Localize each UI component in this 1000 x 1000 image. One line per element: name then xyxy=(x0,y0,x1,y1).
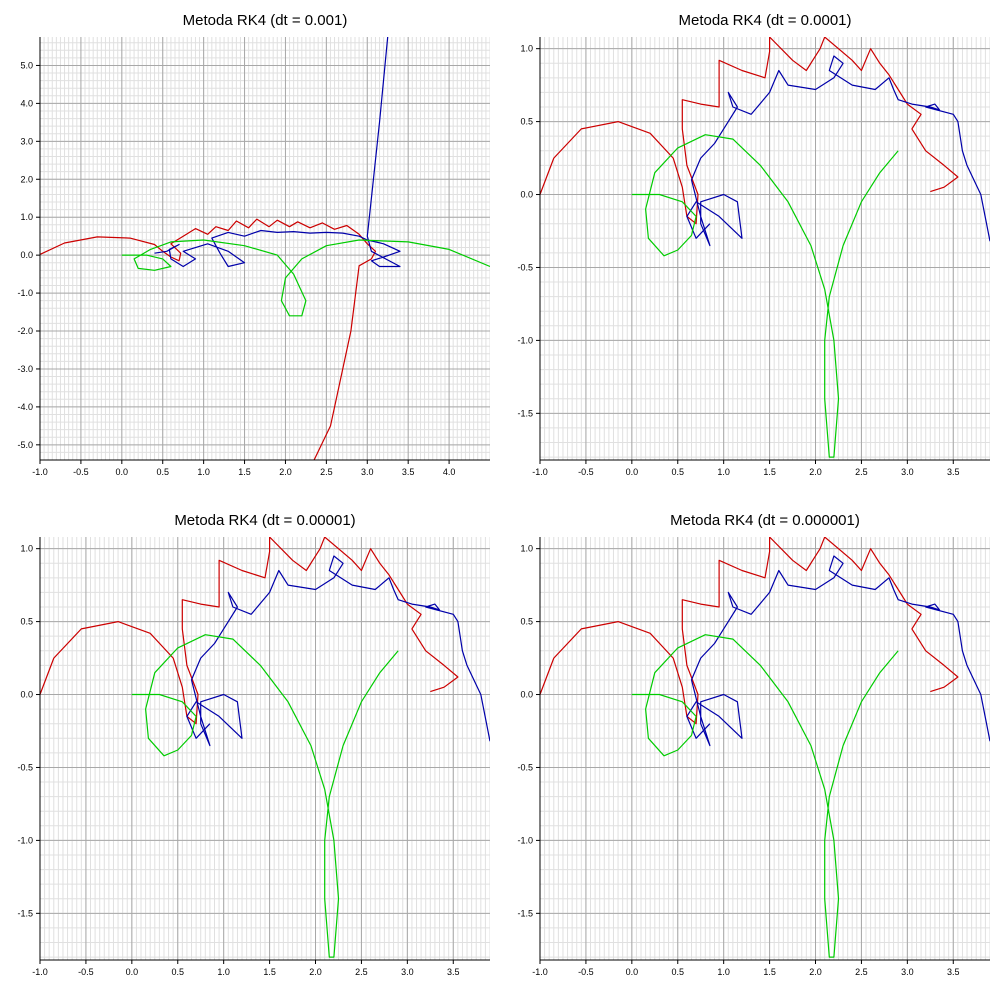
y-tick-label: -0.5 xyxy=(517,762,533,772)
y-tick-label: -2.0 xyxy=(17,326,33,336)
x-tick-label: 1.5 xyxy=(238,467,251,477)
x-tick-label: 3.5 xyxy=(947,467,960,477)
x-tick-label: 0.0 xyxy=(116,467,129,477)
series-line-1 xyxy=(540,37,959,225)
series-line-2 xyxy=(686,55,990,247)
series-line-3 xyxy=(131,634,399,958)
grid xyxy=(540,37,990,460)
series-line-2 xyxy=(686,555,990,747)
series-group xyxy=(540,37,990,458)
x-tick-label: 3.0 xyxy=(901,967,914,977)
y-tick-label: -1.5 xyxy=(517,908,533,918)
x-tick-label: -0.5 xyxy=(73,467,89,477)
y-tick-label: 4.0 xyxy=(20,98,33,108)
y-tick-label: -0.5 xyxy=(17,762,33,772)
x-tick-label: 1.0 xyxy=(217,967,230,977)
y-tick-label: 0.0 xyxy=(20,690,33,700)
series-line-2 xyxy=(154,37,401,268)
y-tick-label: -1.0 xyxy=(17,288,33,298)
x-tick-label: -1.0 xyxy=(532,967,548,977)
plot-area-3: -1.0 -0.5 0.0 0.5 1.0 1.5 2.0 2.5 3.0 3.5 -1.5 -1.0… xyxy=(17,537,490,977)
x-tick-label: 3.5 xyxy=(402,467,415,477)
x-tick-label: -1.0 xyxy=(532,467,548,477)
y-tick-label: -1.0 xyxy=(517,835,533,845)
x-tick-label: 1.5 xyxy=(763,467,776,477)
x-tick-label: 0.0 xyxy=(626,467,639,477)
y-tick-label: -3.0 xyxy=(17,364,33,374)
x-tick-label: 2.0 xyxy=(279,467,292,477)
plot-area-2: -1.0 -0.5 0.0 0.5 1.0 1.5 2.0 2.5 3.0 3.5 -1.5 -1.0… xyxy=(517,37,990,477)
x-tick-label: 0.5 xyxy=(156,467,169,477)
y-tick-label: 1.0 xyxy=(20,544,33,554)
y-tick-label: -1.0 xyxy=(17,835,33,845)
y-tick-label: -1.0 xyxy=(517,335,533,345)
chart-title-1: Metoda RK4 (dt = 0.001) xyxy=(182,12,348,29)
x-tick-label: 4.0 xyxy=(443,467,456,477)
grid xyxy=(540,537,990,960)
series-line-2 xyxy=(186,555,490,747)
y-tick-label: -4.0 xyxy=(17,402,33,412)
series-line-3 xyxy=(121,239,490,317)
y-tick-label: 3.0 xyxy=(20,136,33,146)
y-tick-label: 1.0 xyxy=(20,212,33,222)
chart-title-3: Metoda RK4 (dt = 0.00001) xyxy=(174,512,356,529)
series-group xyxy=(40,537,490,958)
x-tick-label: 0.0 xyxy=(626,967,639,977)
y-tick-label: -1.5 xyxy=(17,908,33,918)
x-tick-label: 2.0 xyxy=(809,467,822,477)
y-tick-label: -0.5 xyxy=(517,262,533,272)
y-tick-label: -5.0 xyxy=(17,440,33,450)
chart-title-2: Metoda RK4 (dt = 0.0001) xyxy=(678,12,852,29)
series-line-3 xyxy=(631,634,899,958)
y-tick-label: 0.0 xyxy=(520,690,533,700)
x-tick-label: 2.5 xyxy=(320,467,333,477)
y-tick-label: 0.5 xyxy=(20,617,33,627)
series-group xyxy=(540,537,990,958)
grid xyxy=(40,537,490,960)
x-tick-label: 1.0 xyxy=(717,467,730,477)
grid xyxy=(40,37,490,460)
x-tick-label: 0.5 xyxy=(671,967,684,977)
x-tick-label: 2.5 xyxy=(855,467,868,477)
chart-title-4: Metoda RK4 (dt = 0.000001) xyxy=(670,512,860,529)
y-tick-label: 1.0 xyxy=(520,544,533,554)
x-tick-label: -0.5 xyxy=(578,467,594,477)
x-tick-label: 3.5 xyxy=(947,967,960,977)
x-tick-label: 1.5 xyxy=(763,967,776,977)
x-tick-label: 3.0 xyxy=(901,467,914,477)
y-tick-label: 1.0 xyxy=(520,44,533,54)
plot-area-1: -1.0 -0.5 0.0 0.5 1.0 1.5 2.0 2.5 3.0 3.5 4.0 -5.0 -… xyxy=(17,37,490,477)
series-line-3 xyxy=(631,134,899,458)
x-tick-label: 3.0 xyxy=(401,967,414,977)
x-tick-label: 0.5 xyxy=(671,467,684,477)
plot-area-4: -1.0 -0.5 0.0 0.5 1.0 1.5 2.0 2.5 3.0 3.5 -1.5 -1.0… xyxy=(517,537,990,977)
y-tick-label: 0.5 xyxy=(520,117,533,127)
x-tick-label: 3.0 xyxy=(361,467,374,477)
x-tick-label: 1.0 xyxy=(197,467,210,477)
x-tick-label: 2.5 xyxy=(855,967,868,977)
series-line-1 xyxy=(40,537,459,725)
x-tick-label: 2.0 xyxy=(809,967,822,977)
x-tick-label: 2.5 xyxy=(355,967,368,977)
x-tick-label: 3.5 xyxy=(447,967,460,977)
x-tick-label: -1.0 xyxy=(32,467,48,477)
x-tick-label: 2.0 xyxy=(309,967,322,977)
x-tick-label: 1.0 xyxy=(717,967,730,977)
x-tick-label: -1.0 xyxy=(32,967,48,977)
series-group xyxy=(40,37,490,460)
y-tick-label: -1.5 xyxy=(517,408,533,418)
series-line-1 xyxy=(40,218,377,460)
y-tick-label: 0.0 xyxy=(520,190,533,200)
x-tick-label: -0.5 xyxy=(78,967,94,977)
x-tick-label: 0.0 xyxy=(126,967,139,977)
x-tick-label: -0.5 xyxy=(578,967,594,977)
series-line-1 xyxy=(540,537,959,725)
x-tick-label: 0.5 xyxy=(171,967,184,977)
x-tick-label: 1.5 xyxy=(263,967,276,977)
y-tick-label: 0.5 xyxy=(520,617,533,627)
y-tick-label: 5.0 xyxy=(20,60,33,70)
y-tick-label: 2.0 xyxy=(20,174,33,184)
y-tick-label: 0.0 xyxy=(20,250,33,260)
